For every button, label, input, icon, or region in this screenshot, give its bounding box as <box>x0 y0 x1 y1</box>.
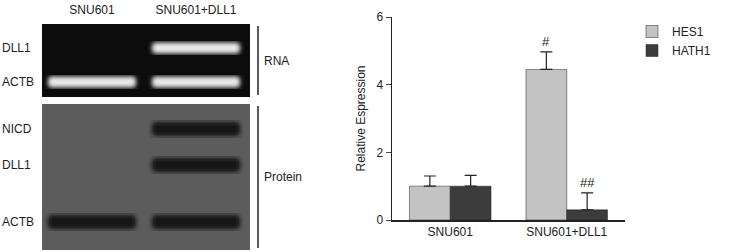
svg-text:6: 6 <box>376 10 383 24</box>
svg-text:DLL1: DLL1 <box>2 158 31 172</box>
svg-text:##: ## <box>580 175 595 190</box>
svg-text:4: 4 <box>376 78 383 92</box>
svg-text:RNA: RNA <box>264 54 289 68</box>
svg-text:HES1: HES1 <box>672 25 704 39</box>
svg-text:Protein: Protein <box>264 170 302 184</box>
svg-text:2: 2 <box>376 146 383 160</box>
svg-text:DLL1: DLL1 <box>2 41 31 55</box>
svg-text:HATH1: HATH1 <box>672 44 711 58</box>
svg-text:SNU601: SNU601 <box>69 3 115 17</box>
svg-text:SNU601+DLL1: SNU601+DLL1 <box>155 3 236 17</box>
svg-text:SNU601: SNU601 <box>428 225 474 239</box>
svg-text:NICD: NICD <box>2 122 32 136</box>
svg-text:#: # <box>542 34 550 49</box>
svg-text:0: 0 <box>376 213 383 227</box>
svg-text:SNU601+DLL1: SNU601+DLL1 <box>526 225 607 239</box>
svg-text:Relative Espression: Relative Espression <box>354 65 368 171</box>
svg-text:ACTB: ACTB <box>2 215 34 229</box>
svg-text:ACTB: ACTB <box>2 75 34 89</box>
